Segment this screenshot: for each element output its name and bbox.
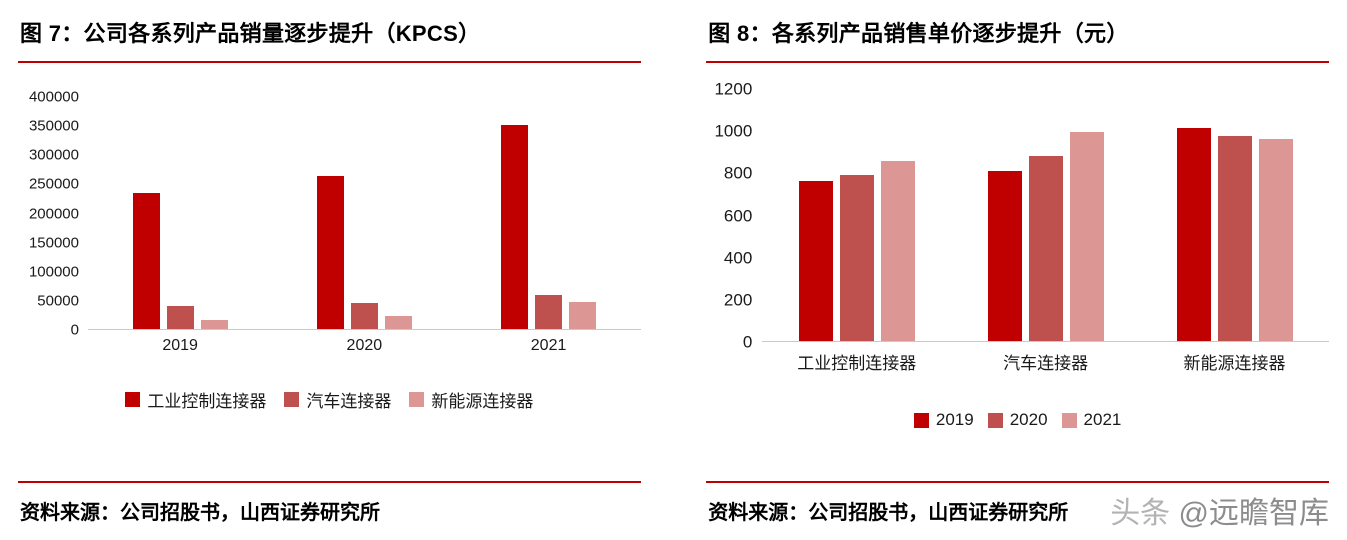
y-tick-label: 400 — [723, 248, 753, 268]
legend-swatch-icon — [987, 412, 1003, 428]
title-divider — [18, 61, 641, 63]
bar-group — [762, 89, 951, 341]
bar — [839, 175, 874, 341]
y-axis: 0 50000 100000 150000 200000 250000 300000 3500… — [18, 90, 88, 338]
legend-swatch-icon — [409, 392, 425, 407]
legend-swatch-icon — [913, 412, 929, 428]
legend-item: 2021 — [1061, 410, 1122, 430]
bar — [166, 305, 194, 329]
bar — [1258, 139, 1293, 341]
unit-price-chart: 0 200 400 600 800 1000 1200 — [706, 81, 1329, 351]
legend-item: 2020 — [987, 410, 1048, 430]
legend-label: 新能源连接器 — [431, 392, 534, 411]
bar — [132, 192, 160, 329]
y-tick-label: 200000 — [28, 205, 79, 222]
y-tick-label: 100000 — [28, 263, 79, 281]
legend-item: 新能源连接器 — [409, 387, 533, 412]
y-tick-label: 300000 — [28, 146, 79, 164]
x-axis-label: 2021 — [530, 337, 567, 354]
y-tick-label: 400000 — [28, 88, 79, 106]
x-axis-label: 新能源连接器 — [1183, 354, 1286, 373]
legend: 2019 2020 2021 — [706, 410, 1329, 430]
bar — [569, 302, 597, 329]
bar — [384, 315, 412, 329]
bar-group — [88, 97, 272, 329]
plot-area — [88, 97, 641, 330]
y-tick-label: 600 — [723, 206, 753, 225]
bar — [1069, 132, 1104, 341]
legend-swatch-icon — [125, 392, 141, 407]
figure-8-title: 图 8：各系列产品销售单价逐步提升（元） — [708, 21, 1129, 46]
bar — [501, 124, 529, 329]
bar — [798, 181, 833, 341]
bar — [1217, 136, 1252, 341]
source-text: 资料来源：公司招股书，山西证券研究所 — [708, 502, 1069, 524]
bar — [1176, 127, 1211, 341]
bar-group — [1140, 89, 1329, 341]
y-tick-label: 200 — [723, 290, 753, 310]
bar — [880, 161, 915, 341]
legend-item: 2019 — [913, 410, 974, 430]
legend-label: 2019 — [935, 410, 974, 429]
legend: 工业控制连接器 汽车连接器 新能源连接器 — [18, 387, 641, 412]
legend-label: 2020 — [1009, 410, 1048, 429]
bar — [316, 176, 344, 329]
spacer — [706, 430, 1329, 481]
y-tick-label: 1000 — [714, 121, 753, 141]
y-axis: 0 200 400 600 800 1000 1200 — [706, 81, 762, 351]
bar — [350, 302, 378, 329]
y-tick-label: 350000 — [28, 117, 79, 135]
legend-swatch-icon — [1061, 412, 1077, 428]
sales-volume-chart: 0 50000 100000 150000 200000 250000 300000 3500… — [18, 90, 641, 338]
figure-8-panel: 图 8：各系列产品销售单价逐步提升（元） 0 200 400 600 800 1000 12… — [706, 6, 1329, 540]
bar-group — [951, 89, 1140, 341]
title-divider — [706, 61, 1329, 63]
bar — [535, 295, 563, 329]
figure-7-panel: 图 7：公司各系列产品销量逐步提升（KPCS） 0 50000 100000 1500… — [18, 6, 641, 540]
bar — [1028, 156, 1063, 341]
legend-item: 汽车连接器 — [284, 387, 391, 412]
y-tick-label: 800 — [723, 163, 753, 183]
x-axis-label: 2020 — [346, 337, 383, 354]
x-axis: 工业控制连接器 汽车连接器 新能源连接器 — [762, 349, 1329, 374]
legend-swatch-icon — [284, 392, 300, 407]
y-tick-label: 1200 — [714, 79, 753, 99]
y-tick-label: 0 — [70, 321, 79, 339]
x-axis-label: 汽车连接器 — [1003, 354, 1089, 373]
source-divider — [706, 481, 1329, 483]
bar — [200, 320, 228, 329]
source-divider — [18, 481, 641, 483]
plot-area — [762, 89, 1329, 342]
bar-group — [272, 97, 456, 329]
x-axis-label: 工业控制连接器 — [797, 354, 917, 373]
legend-label: 汽车连接器 — [306, 392, 392, 411]
x-axis-label: 2019 — [162, 337, 198, 354]
y-tick-label: 0 — [742, 332, 753, 352]
bar — [987, 170, 1022, 341]
y-tick-label: 50000 — [37, 292, 79, 310]
legend-label: 2021 — [1083, 410, 1122, 429]
legend-item: 工业控制连接器 — [125, 387, 266, 412]
legend-label: 工业控制连接器 — [147, 392, 267, 411]
spacer — [18, 412, 641, 481]
source-text: 资料来源：公司招股书，山西证券研究所 — [20, 502, 380, 524]
x-axis: 2019 2020 2021 — [88, 337, 641, 355]
y-tick-label: 250000 — [28, 175, 79, 193]
y-tick-label: 150000 — [28, 234, 79, 252]
figure-7-title: 图 7：公司各系列产品销量逐步提升（KPCS） — [20, 21, 481, 46]
bar-group — [456, 97, 640, 329]
